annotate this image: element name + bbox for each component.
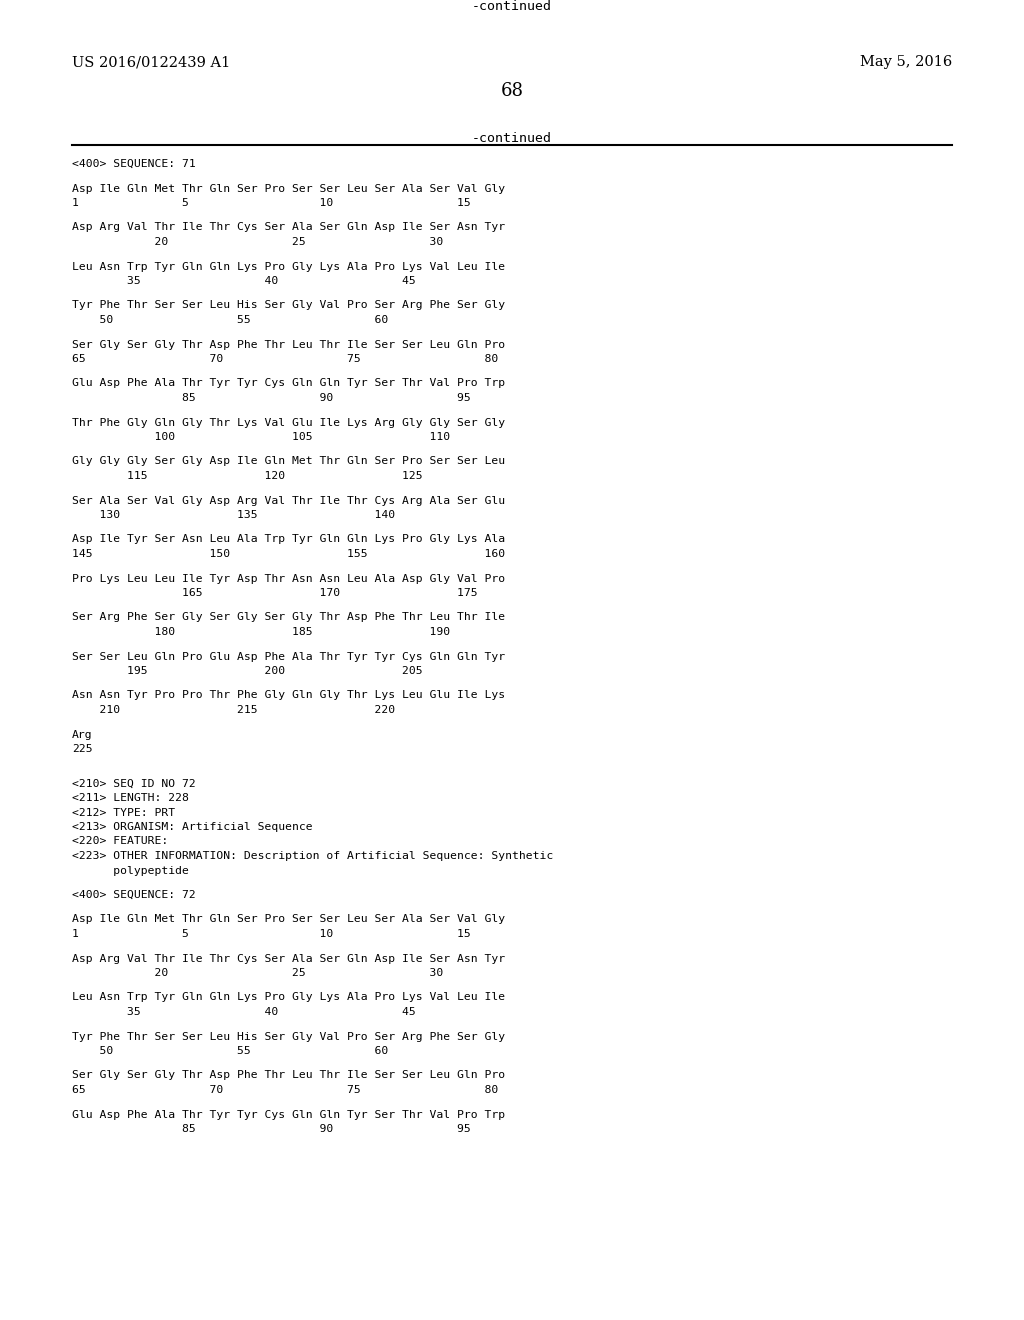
Text: May 5, 2016: May 5, 2016 xyxy=(860,55,952,69)
Text: 68: 68 xyxy=(501,82,523,100)
Text: Ser Ala Ser Val Gly Asp Arg Val Thr Ile Thr Cys Arg Ala Ser Glu: Ser Ala Ser Val Gly Asp Arg Val Thr Ile … xyxy=(72,495,505,506)
Text: 35                  40                  45: 35 40 45 xyxy=(72,1007,416,1016)
Text: <211> LENGTH: 228: <211> LENGTH: 228 xyxy=(72,793,188,803)
Text: Ser Ser Leu Gln Pro Glu Asp Phe Ala Thr Tyr Tyr Cys Gln Gln Tyr: Ser Ser Leu Gln Pro Glu Asp Phe Ala Thr … xyxy=(72,652,505,661)
Text: <223> OTHER INFORMATION: Description of Artificial Sequence: Synthetic: <223> OTHER INFORMATION: Description of … xyxy=(72,851,553,861)
Text: 180                 185                 190: 180 185 190 xyxy=(72,627,451,638)
Text: Pro Lys Leu Leu Ile Tyr Asp Thr Asn Asn Leu Ala Asp Gly Val Pro: Pro Lys Leu Leu Ile Tyr Asp Thr Asn Asn … xyxy=(72,573,505,583)
Text: Tyr Phe Thr Ser Ser Leu His Ser Gly Val Pro Ser Arg Phe Ser Gly: Tyr Phe Thr Ser Ser Leu His Ser Gly Val … xyxy=(72,1031,505,1041)
Text: 85                  90                  95: 85 90 95 xyxy=(72,393,471,403)
Text: Leu Asn Trp Tyr Gln Gln Lys Pro Gly Lys Ala Pro Lys Val Leu Ile: Leu Asn Trp Tyr Gln Gln Lys Pro Gly Lys … xyxy=(72,261,505,272)
Text: 210                 215                 220: 210 215 220 xyxy=(72,705,395,715)
Text: 65                  70                  75                  80: 65 70 75 80 xyxy=(72,1085,499,1096)
Text: Gly Gly Gly Ser Gly Asp Ile Gln Met Thr Gln Ser Pro Ser Ser Leu: Gly Gly Gly Ser Gly Asp Ile Gln Met Thr … xyxy=(72,457,505,466)
Text: Ser Gly Ser Gly Thr Asp Phe Thr Leu Thr Ile Ser Ser Leu Gln Pro: Ser Gly Ser Gly Thr Asp Phe Thr Leu Thr … xyxy=(72,1071,505,1081)
Text: Asp Ile Tyr Ser Asn Leu Ala Trp Tyr Gln Gln Lys Pro Gly Lys Ala: Asp Ile Tyr Ser Asn Leu Ala Trp Tyr Gln … xyxy=(72,535,505,544)
Text: -continued: -continued xyxy=(472,0,552,13)
Text: <220> FEATURE:: <220> FEATURE: xyxy=(72,837,168,846)
Text: <213> ORGANISM: Artificial Sequence: <213> ORGANISM: Artificial Sequence xyxy=(72,822,312,832)
Text: 225: 225 xyxy=(72,744,92,754)
Text: polypeptide: polypeptide xyxy=(72,866,188,875)
Text: Arg: Arg xyxy=(72,730,92,739)
Text: Leu Asn Trp Tyr Gln Gln Lys Pro Gly Lys Ala Pro Lys Val Leu Ile: Leu Asn Trp Tyr Gln Gln Lys Pro Gly Lys … xyxy=(72,993,505,1002)
Text: <400> SEQUENCE: 71: <400> SEQUENCE: 71 xyxy=(72,158,196,169)
Text: Glu Asp Phe Ala Thr Tyr Tyr Cys Gln Gln Tyr Ser Thr Val Pro Trp: Glu Asp Phe Ala Thr Tyr Tyr Cys Gln Gln … xyxy=(72,1110,505,1119)
Text: Asp Ile Gln Met Thr Gln Ser Pro Ser Ser Leu Ser Ala Ser Val Gly: Asp Ile Gln Met Thr Gln Ser Pro Ser Ser … xyxy=(72,915,505,924)
Text: Ser Arg Phe Ser Gly Ser Gly Ser Gly Thr Asp Phe Thr Leu Thr Ile: Ser Arg Phe Ser Gly Ser Gly Ser Gly Thr … xyxy=(72,612,505,623)
Text: 165                 170                 175: 165 170 175 xyxy=(72,587,477,598)
Text: 85                  90                  95: 85 90 95 xyxy=(72,1125,471,1134)
Text: 1               5                   10                  15: 1 5 10 15 xyxy=(72,198,471,209)
Text: US 2016/0122439 A1: US 2016/0122439 A1 xyxy=(72,55,230,69)
Text: Asp Arg Val Thr Ile Thr Cys Ser Ala Ser Gln Asp Ile Ser Asn Tyr: Asp Arg Val Thr Ile Thr Cys Ser Ala Ser … xyxy=(72,223,505,232)
Text: Thr Phe Gly Gln Gly Thr Lys Val Glu Ile Lys Arg Gly Gly Ser Gly: Thr Phe Gly Gln Gly Thr Lys Val Glu Ile … xyxy=(72,417,505,428)
Text: Asn Asn Tyr Pro Pro Thr Phe Gly Gln Gly Thr Lys Leu Glu Ile Lys: Asn Asn Tyr Pro Pro Thr Phe Gly Gln Gly … xyxy=(72,690,505,701)
Text: Asp Ile Gln Met Thr Gln Ser Pro Ser Ser Leu Ser Ala Ser Val Gly: Asp Ile Gln Met Thr Gln Ser Pro Ser Ser … xyxy=(72,183,505,194)
Text: 20                  25                  30: 20 25 30 xyxy=(72,968,443,978)
Text: <212> TYPE: PRT: <212> TYPE: PRT xyxy=(72,808,175,817)
Text: -continued: -continued xyxy=(472,132,552,145)
Text: <400> SEQUENCE: 72: <400> SEQUENCE: 72 xyxy=(72,890,196,900)
Text: <210> SEQ ID NO 72: <210> SEQ ID NO 72 xyxy=(72,779,196,788)
Text: 1               5                   10                  15: 1 5 10 15 xyxy=(72,929,471,939)
Text: 35                  40                  45: 35 40 45 xyxy=(72,276,416,286)
Text: 195                 200                 205: 195 200 205 xyxy=(72,667,423,676)
Text: Glu Asp Phe Ala Thr Tyr Tyr Cys Gln Gln Tyr Ser Thr Val Pro Trp: Glu Asp Phe Ala Thr Tyr Tyr Cys Gln Gln … xyxy=(72,379,505,388)
Text: Asp Arg Val Thr Ile Thr Cys Ser Ala Ser Gln Asp Ile Ser Asn Tyr: Asp Arg Val Thr Ile Thr Cys Ser Ala Ser … xyxy=(72,953,505,964)
Text: 100                 105                 110: 100 105 110 xyxy=(72,432,451,442)
Text: Tyr Phe Thr Ser Ser Leu His Ser Gly Val Pro Ser Arg Phe Ser Gly: Tyr Phe Thr Ser Ser Leu His Ser Gly Val … xyxy=(72,301,505,310)
Text: Ser Gly Ser Gly Thr Asp Phe Thr Leu Thr Ile Ser Ser Leu Gln Pro: Ser Gly Ser Gly Thr Asp Phe Thr Leu Thr … xyxy=(72,339,505,350)
Text: 50                  55                  60: 50 55 60 xyxy=(72,315,388,325)
Text: 65                  70                  75                  80: 65 70 75 80 xyxy=(72,354,499,364)
Text: 130                 135                 140: 130 135 140 xyxy=(72,510,395,520)
Text: 145                 150                 155                 160: 145 150 155 160 xyxy=(72,549,505,558)
Text: 115                 120                 125: 115 120 125 xyxy=(72,471,423,480)
Text: 50                  55                  60: 50 55 60 xyxy=(72,1045,388,1056)
Text: 20                  25                  30: 20 25 30 xyxy=(72,238,443,247)
